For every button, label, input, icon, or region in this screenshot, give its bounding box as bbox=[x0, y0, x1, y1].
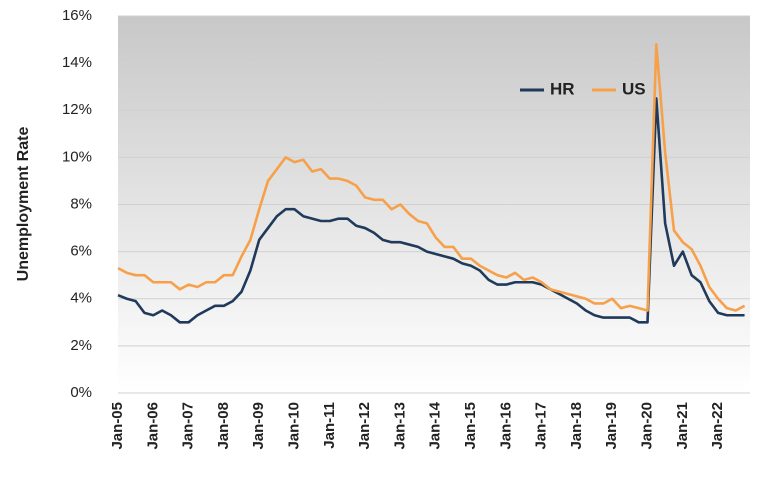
x-tick-label: Jan-08 bbox=[215, 402, 232, 450]
y-tick-label: 12% bbox=[62, 101, 92, 118]
x-tick-label: Jan-19 bbox=[603, 402, 620, 450]
x-tick-label: Jan-16 bbox=[497, 402, 514, 450]
y-tick-label: 6% bbox=[70, 243, 92, 260]
y-tick-label: 4% bbox=[70, 290, 92, 307]
y-tick-label: 2% bbox=[70, 337, 92, 354]
y-tick-label: 8% bbox=[70, 195, 92, 212]
y-tick-label: 14% bbox=[62, 54, 92, 71]
x-tick-label: Jan-13 bbox=[391, 402, 408, 450]
x-tick-label: Jan-12 bbox=[356, 402, 373, 450]
x-tick-label: Jan-17 bbox=[533, 402, 550, 450]
line-series bbox=[117, 42, 746, 312]
line-series bbox=[117, 97, 745, 324]
y-tick-label: 0% bbox=[70, 384, 92, 401]
x-tick-label: Jan-06 bbox=[144, 402, 161, 450]
x-tick-label: Jan-14 bbox=[427, 401, 444, 449]
y-tick-label: 10% bbox=[62, 148, 92, 165]
x-tick-label: Jan-20 bbox=[638, 402, 655, 450]
y-axis-label: Unemployment Rate bbox=[15, 127, 32, 282]
x-tick-label: Jan-11 bbox=[321, 402, 338, 449]
x-tick-label: Jan-05 bbox=[109, 402, 126, 450]
x-tick-label: Jan-15 bbox=[462, 402, 479, 450]
x-tick-label: Jan-21 bbox=[674, 402, 691, 450]
y-tick-label: 16% bbox=[62, 7, 92, 24]
x-tick-label: Jan-10 bbox=[285, 402, 302, 450]
x-tick-label: Jan-18 bbox=[568, 402, 585, 450]
x-tick-label: Jan-09 bbox=[250, 402, 267, 450]
legend-label: US bbox=[622, 79, 646, 98]
x-tick-label: Jan-07 bbox=[180, 402, 197, 450]
x-tick-label: Jan-22 bbox=[709, 402, 726, 450]
legend-label: HR bbox=[550, 79, 575, 98]
